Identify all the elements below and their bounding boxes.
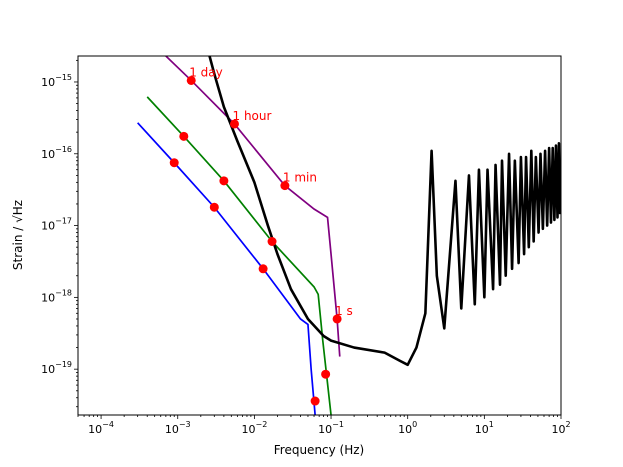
marker-0-3 (310, 396, 320, 406)
marker-0-0 (169, 158, 179, 168)
marker-1-1 (219, 176, 229, 186)
marker-2-2 (280, 181, 290, 191)
y-tick-label-4: 10−15 (41, 73, 72, 89)
annotation-2: 1 min (283, 171, 317, 185)
x-tick-label-1: 10−3 (165, 420, 191, 436)
marker-2-1 (229, 119, 239, 129)
series-line-2 (165, 56, 341, 357)
marker-0-2 (258, 264, 268, 274)
x-tick-label-5: 101 (475, 420, 494, 436)
marker-1-3 (321, 369, 331, 379)
x-tick-label-3: 10−1 (318, 420, 344, 436)
y-tick-label-2: 10−17 (41, 217, 72, 233)
annotation-0: 1 day (189, 66, 223, 80)
y-axis-label: Strain / √Hz (11, 200, 25, 270)
series-line-0 (137, 122, 316, 415)
marker-2-0 (186, 75, 196, 85)
marker-0-1 (209, 202, 219, 212)
marker-1-0 (179, 131, 189, 141)
sensitivity-curve (208, 56, 561, 367)
marker-1-2 (267, 237, 277, 246)
marker-2-3 (332, 314, 342, 324)
x-tick-label-0: 10−4 (88, 420, 114, 436)
y-tick-label-3: 10−16 (41, 145, 72, 161)
x-tick-label-6: 102 (551, 420, 570, 436)
x-axis-label: Frequency (Hz) (274, 443, 365, 457)
y-tick-label-1: 10−18 (41, 288, 72, 304)
x-tick-label-4: 100 (398, 420, 417, 436)
x-tick-label-2: 10−2 (241, 420, 267, 436)
annotation-1: 1 hour (233, 109, 272, 123)
y-tick-label-0: 10−19 (41, 360, 72, 376)
plot-frame (77, 55, 562, 416)
annotation-3: 1 s (335, 304, 353, 318)
